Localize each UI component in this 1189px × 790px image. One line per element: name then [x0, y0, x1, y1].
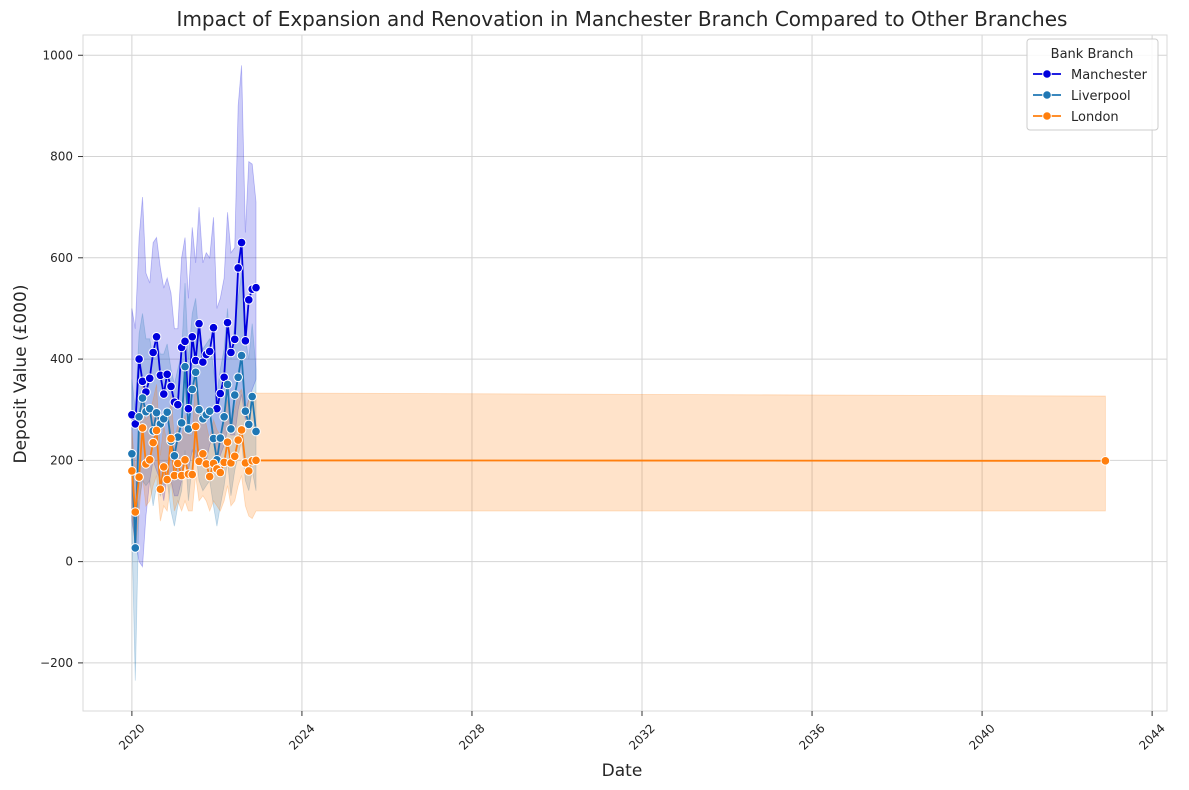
manchester-point — [194, 318, 204, 329]
manchester-point — [243, 295, 254, 305]
liverpool-point — [233, 372, 243, 383]
london-point — [144, 455, 155, 465]
manchester-point — [226, 347, 236, 358]
y-tick-label: 0 — [65, 555, 73, 569]
london-point — [198, 448, 208, 459]
liverpool-point — [240, 406, 251, 417]
manchester-point — [144, 373, 155, 384]
manchester-point — [208, 322, 219, 333]
liverpool-point — [226, 424, 236, 434]
london-point — [204, 471, 215, 482]
legend-liverpool-marker — [1042, 90, 1052, 100]
london-point — [236, 425, 247, 435]
y-tick-label: 200 — [50, 453, 73, 467]
manchester-point — [215, 388, 226, 399]
london-point — [148, 437, 158, 448]
liverpool-point — [204, 406, 215, 417]
legend-london-marker — [1042, 111, 1052, 121]
london-point — [162, 474, 172, 485]
y-tick-label: 1000 — [42, 48, 73, 62]
legend-manchester-label: Manchester — [1071, 68, 1148, 83]
liverpool-point — [194, 404, 204, 415]
liverpool-point — [219, 412, 229, 422]
legend-manchester-marker — [1042, 69, 1052, 79]
liverpool-point — [176, 418, 187, 428]
london-point — [127, 466, 137, 476]
legend-box — [1026, 38, 1159, 131]
manchester-point — [148, 347, 158, 358]
manchester-point — [204, 346, 215, 357]
manchester-point — [166, 381, 176, 392]
legend-items: Manchester Liverpool London — [1033, 68, 1148, 125]
y-tick-label: −200 — [40, 656, 73, 670]
liverpool-point — [222, 379, 233, 390]
legend-liverpool-label: Liverpool — [1071, 89, 1131, 104]
manchester-point — [251, 282, 261, 293]
legend: Bank Branch Manchester Liverpool London — [1026, 38, 1159, 131]
manchester-point — [236, 237, 247, 248]
london-point — [229, 451, 240, 462]
manchester-point — [134, 354, 144, 364]
manchester-point — [172, 399, 183, 410]
manchester-point — [233, 263, 243, 273]
london-point — [243, 466, 254, 476]
manchester-point — [151, 331, 162, 342]
manchester-point — [180, 336, 190, 347]
liverpool-point — [243, 419, 254, 430]
manchester-point — [162, 369, 172, 380]
manchester-point — [222, 317, 233, 328]
london-point — [158, 462, 169, 472]
legend-london-label: London — [1071, 110, 1119, 125]
liverpool-point — [236, 350, 247, 361]
liverpool-point — [187, 384, 198, 395]
manchester-point — [229, 334, 240, 345]
manchester-point — [187, 331, 198, 342]
y-tick-label: 600 — [50, 251, 73, 265]
london-point — [137, 423, 148, 433]
y-axis-ticks: −200 0 200 400 600 800 1000 — [40, 48, 83, 670]
liverpool-point — [247, 391, 257, 402]
x-axis-label: Date — [602, 761, 643, 781]
chart-title: Impact of Expansion and Renovation in Ma… — [177, 7, 1068, 31]
london-point — [166, 433, 176, 444]
liverpool-point — [251, 426, 261, 437]
plot-frame — [82, 34, 1168, 712]
london-point — [190, 421, 201, 432]
manchester-point — [240, 336, 251, 346]
liverpool-point — [127, 448, 137, 459]
liverpool-point — [151, 407, 162, 418]
london-point — [222, 437, 233, 447]
y-tick-label: 400 — [50, 352, 73, 366]
liverpool-point — [137, 393, 148, 403]
london-point — [155, 484, 166, 495]
y-axis-label: Deposit Value (£000) — [11, 284, 31, 463]
london-point — [233, 435, 243, 445]
london-point — [134, 472, 144, 482]
manchester-point — [158, 389, 169, 399]
liverpool-point — [162, 407, 172, 418]
liverpool-point — [190, 367, 201, 378]
london-point — [215, 467, 226, 478]
london-point — [1100, 456, 1111, 466]
london-point — [180, 455, 190, 465]
manchester-point — [183, 403, 194, 414]
liverpool-point — [134, 412, 144, 422]
liverpool-point — [180, 361, 190, 372]
liverpool-point — [229, 390, 240, 400]
london-point — [151, 425, 162, 436]
london-point — [187, 469, 198, 480]
london-point — [251, 455, 261, 466]
liverpool-point — [215, 433, 226, 443]
legend-title: Bank Branch — [1051, 47, 1134, 62]
series-points — [127, 237, 1111, 553]
liverpool-point — [130, 543, 141, 553]
london-point — [130, 507, 141, 517]
y-tick-label: 800 — [50, 150, 73, 164]
